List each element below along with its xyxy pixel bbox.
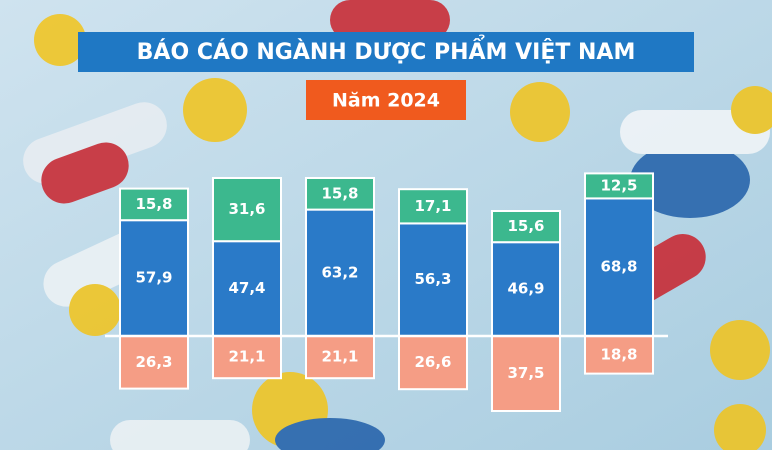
title-banner [78,32,694,72]
value-label: 57,9 [135,269,172,287]
value-label: 56,3 [414,270,451,288]
pills-decoration [23,0,772,450]
bar-segment [212,177,282,243]
value-label: 37,5 [507,364,544,382]
value-label: 17,1 [414,197,451,215]
value-label: 26,3 [135,353,172,371]
bar-segment [119,335,189,390]
subtitle: Năm 2024 [332,90,440,112]
bar-segment [491,241,561,337]
bar-segment [305,177,375,211]
value-label: 46,9 [507,280,544,298]
bar-segment [305,208,375,338]
value-label: 18,8 [600,345,637,363]
bar-segment [119,219,189,337]
value-label: 31,6 [228,200,265,218]
value-label: 15,8 [321,184,358,202]
bar-segment [398,222,468,337]
value-label: 47,4 [228,279,265,297]
bar-segment [491,210,561,244]
title: BÁO CÁO NGÀNH DƯỢC PHẨM VIỆT NAM [137,36,636,65]
value-label: 21,1 [321,348,358,366]
value-label: 15,6 [507,217,544,235]
bar-segment [212,335,282,380]
subtitle-banner [306,80,466,120]
bar-segment [584,335,654,375]
value-label: 15,8 [135,195,172,213]
value-label: 21,1 [228,348,265,366]
bar-segment [491,335,561,412]
value-label: 26,6 [414,353,451,371]
value-label: 12,5 [600,176,637,194]
value-label: 68,8 [600,258,637,276]
bar-segment [305,335,375,380]
value-label: 63,2 [321,263,358,281]
bar-segment [584,172,654,200]
bar-segment [119,187,189,222]
bar-segment [398,335,468,391]
bar-segment [398,188,468,225]
